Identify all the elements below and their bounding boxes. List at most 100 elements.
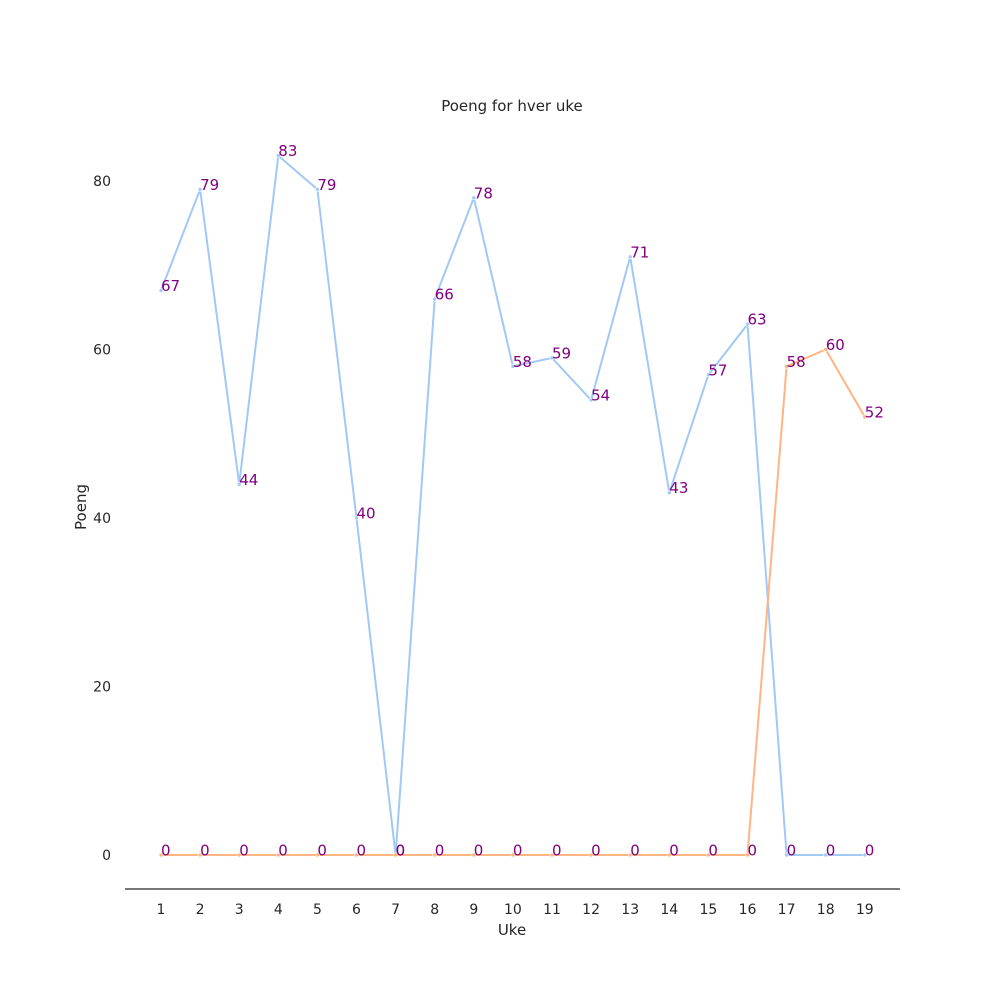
x-axis-label: Uke — [498, 921, 526, 939]
x-tick-label: 13 — [621, 902, 639, 918]
series-1-point — [588, 397, 594, 403]
series-1-point — [549, 355, 555, 361]
data-label: 0 — [787, 842, 797, 860]
series-1-point — [471, 195, 477, 201]
x-tick-label: 15 — [699, 902, 717, 918]
data-label: 40 — [357, 505, 376, 523]
series-1-point — [666, 490, 672, 496]
x-tick-label: 1 — [157, 902, 166, 918]
x-tick-label: 2 — [196, 902, 205, 918]
data-label: 60 — [826, 336, 845, 354]
series-2-point — [706, 852, 711, 858]
data-label: 0 — [396, 842, 406, 860]
data-label: 71 — [630, 243, 649, 261]
series-2-line — [161, 348, 866, 856]
data-label: 79 — [317, 176, 336, 194]
series-1-point — [627, 254, 633, 260]
series-1-point — [510, 364, 516, 369]
data-label: 0 — [396, 842, 406, 860]
data-label: 59 — [552, 344, 571, 362]
x-tick-label: 3 — [235, 902, 244, 918]
x-tick-label: 8 — [430, 902, 439, 918]
data-label: 0 — [474, 842, 484, 860]
series-1-point — [354, 515, 359, 521]
x-tick-label: 16 — [739, 902, 757, 918]
series-2-point — [627, 852, 633, 858]
series-1-point — [862, 852, 868, 858]
data-label: 58 — [787, 353, 806, 371]
series-1-point — [315, 187, 320, 192]
y-tick-label: 60 — [93, 343, 111, 359]
data-label: 58 — [513, 353, 532, 371]
series-1-point — [706, 372, 711, 378]
series-2-point — [471, 852, 477, 858]
data-label: 57 — [708, 361, 727, 379]
x-tick-label: 12 — [582, 902, 600, 918]
y-tick-label: 40 — [93, 511, 111, 527]
data-label: 0 — [552, 842, 562, 860]
data-label: 0 — [865, 842, 875, 860]
series-1-line — [160, 154, 865, 856]
series-1-point — [236, 481, 242, 487]
series-2-point — [315, 852, 320, 858]
y-tick-label: 0 — [102, 848, 111, 864]
data-label: 63 — [748, 311, 767, 329]
series-2-point — [666, 852, 672, 858]
series-2-point — [745, 852, 750, 858]
x-tick-label: 7 — [391, 902, 400, 918]
data-label: 0 — [591, 842, 601, 860]
x-tick-label: 5 — [313, 902, 322, 918]
data-label: 52 — [865, 403, 884, 421]
series-2-point — [275, 852, 281, 858]
data-label: 0 — [317, 842, 327, 860]
series-2-point — [197, 852, 203, 858]
series-1-point — [823, 852, 829, 858]
chart-title: Poeng for hver uke — [441, 97, 583, 115]
x-tick-label: 11 — [543, 902, 561, 918]
x-tick-label: 18 — [817, 902, 835, 918]
data-label: 0 — [826, 842, 836, 860]
series-2-point — [784, 364, 789, 369]
series-lines — [158, 153, 868, 858]
series-2-point — [823, 347, 829, 352]
series-1-point — [432, 296, 438, 302]
y-tick-label: 20 — [93, 680, 111, 696]
data-label: 0 — [278, 842, 288, 860]
series-2-point — [393, 852, 398, 858]
series-1-point — [275, 153, 281, 159]
x-tick-label: 17 — [778, 902, 796, 918]
data-label: 43 — [669, 479, 688, 497]
series-2-point — [549, 852, 555, 858]
data-label: 78 — [474, 184, 493, 202]
data-label: 0 — [513, 842, 523, 860]
data-label: 54 — [591, 387, 610, 405]
data-label: 66 — [435, 285, 454, 303]
data-label: 83 — [278, 142, 297, 160]
y-axis-ticks: 0 20 40 60 80 — [93, 174, 111, 864]
series-2-point — [510, 852, 516, 858]
x-tick-label: 19 — [856, 902, 874, 918]
series-2-point — [158, 852, 164, 858]
data-label: 0 — [708, 842, 718, 860]
data-label: 67 — [161, 277, 180, 295]
data-labels: 67 79 44 83 79 40 0 66 78 58 59 54 71 43 57 63 0 0 0 0 0 0 0 0 0… — [161, 142, 884, 859]
data-label: 0 — [669, 842, 679, 860]
data-label: 0 — [748, 842, 758, 860]
data-label: 44 — [239, 471, 258, 489]
series-1-point — [745, 321, 750, 327]
y-tick-label: 80 — [93, 174, 111, 190]
data-label: 0 — [239, 842, 249, 860]
y-axis-label: Poeng — [72, 484, 90, 530]
data-label: 0 — [357, 842, 367, 860]
x-tick-label: 9 — [469, 902, 478, 918]
series-1-point — [158, 288, 164, 293]
series-2-point — [236, 852, 242, 858]
x-tick-label: 4 — [274, 902, 283, 918]
data-label: 0 — [630, 842, 640, 860]
data-label: 0 — [435, 842, 445, 860]
x-tick-label: 10 — [504, 902, 522, 918]
series-2-point — [862, 414, 868, 420]
series-2-point — [354, 852, 359, 858]
series-2-point — [432, 852, 438, 858]
